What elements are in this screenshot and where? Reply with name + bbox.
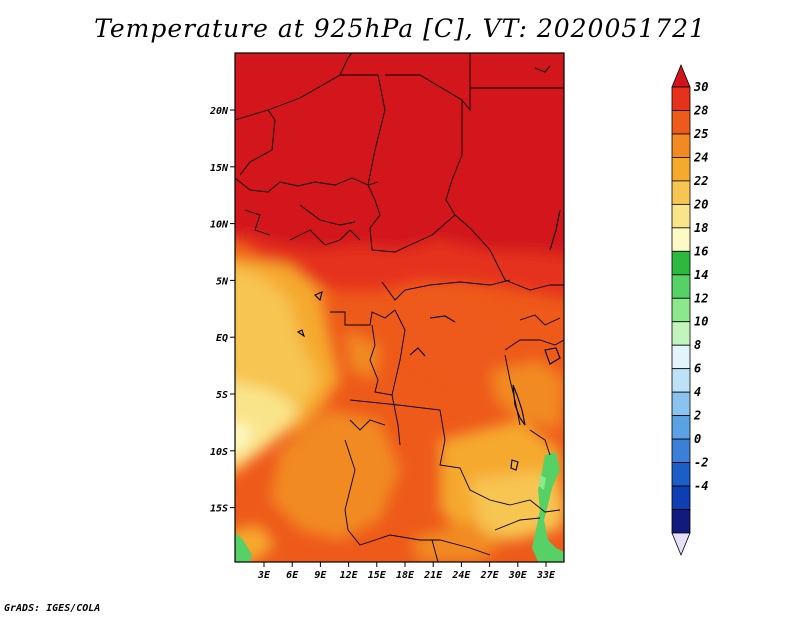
colorbar-label: 16 (694, 244, 708, 258)
colorbar-label: 20 (693, 197, 708, 211)
colorbar-swatch (671, 321, 691, 346)
colorbar-label: 6 (694, 362, 701, 376)
lon-tick-label: 15E (368, 570, 387, 581)
colorbar-label: 25 (693, 127, 708, 141)
map-frame (234, 52, 565, 563)
lat-tick-label: 5N (216, 276, 229, 287)
colorbar-label: 28 (693, 103, 708, 117)
lon-tick-label: 18E (396, 570, 415, 581)
lon-tick-label: 33E (536, 570, 556, 581)
lon-tick-label: 24E (451, 570, 471, 581)
lat-tick-label: 5S (216, 390, 228, 401)
colorbar-swatch (671, 485, 691, 510)
colorbar-label: 0 (694, 432, 701, 446)
colorbar-swatch (671, 133, 691, 158)
colorbar-swatch (671, 110, 691, 135)
colorbar-label: 14 (694, 268, 708, 282)
colorbar-swatch (671, 227, 691, 252)
colorbar-swatch (671, 203, 691, 229)
colorbar-swatch (671, 250, 691, 276)
colorbar-swatch (671, 344, 691, 370)
colorbar-label: 22 (693, 174, 708, 188)
colorbar-bottom-arrow (671, 532, 691, 557)
colorbar-label: 12 (694, 291, 708, 305)
colorbar-label: 8 (694, 338, 701, 352)
colorbar-label: 2 (693, 409, 701, 423)
colorbar-swatch (671, 274, 691, 299)
colorbar-swatch (671, 462, 691, 487)
colorbar-label: 24 (693, 150, 708, 164)
colorbar-swatch (671, 297, 691, 323)
colorbar-label: -4 (694, 479, 708, 493)
temperature-field (235, 53, 564, 562)
lon-tick-label: 6E (286, 570, 299, 581)
colorbar-label: 18 (694, 221, 708, 235)
colorbar-swatch (671, 509, 691, 534)
lat-tick-label: 20N (209, 106, 229, 117)
colorbar-swatch (671, 368, 691, 393)
grads-credit: GrADS: IGES/COLA (4, 603, 101, 614)
colorbar-label: -2 (694, 456, 708, 470)
lat-tick-label: 10S (210, 447, 228, 458)
colorbar-label: 4 (694, 385, 701, 399)
lon-tick-label: 9E (314, 570, 327, 581)
lat-tick-label: 15N (210, 163, 229, 174)
lon-tick-label: 12E (340, 570, 359, 581)
lon-tick-label: 21E (423, 570, 443, 581)
lon-tick-label: 27E (480, 570, 500, 581)
lakes (296, 65, 561, 471)
lon-tick-label: 3E (257, 570, 271, 581)
lat-tick-label: 10N (210, 220, 229, 231)
colorbar-swatch (671, 415, 691, 440)
latitude-axis: 20N 15N 10N 5N EQ 5S 10S 15S (209, 106, 235, 515)
lon-tick-label: 30E (508, 570, 528, 581)
colorbar-swatch (671, 180, 691, 205)
lat-tick-label: 15S (210, 504, 228, 515)
longitude-axis: 3E 6E 9E 12E 15E 18E 21E 24E 27E 30E 33E (257, 562, 556, 581)
map-title: Temperature at 925hPa [C], VT: 202005172… (94, 14, 706, 43)
colorbar-swatch (671, 438, 691, 463)
colorbar-label: 30 (693, 80, 708, 94)
lat-tick-label: EQ (216, 333, 228, 344)
colorbar-label: 10 (694, 315, 708, 329)
colorbar-top-arrow (671, 63, 691, 88)
colorbar-swatch (671, 157, 691, 182)
colorbar-swatch (671, 86, 691, 111)
colorbar-swatch (671, 391, 691, 417)
